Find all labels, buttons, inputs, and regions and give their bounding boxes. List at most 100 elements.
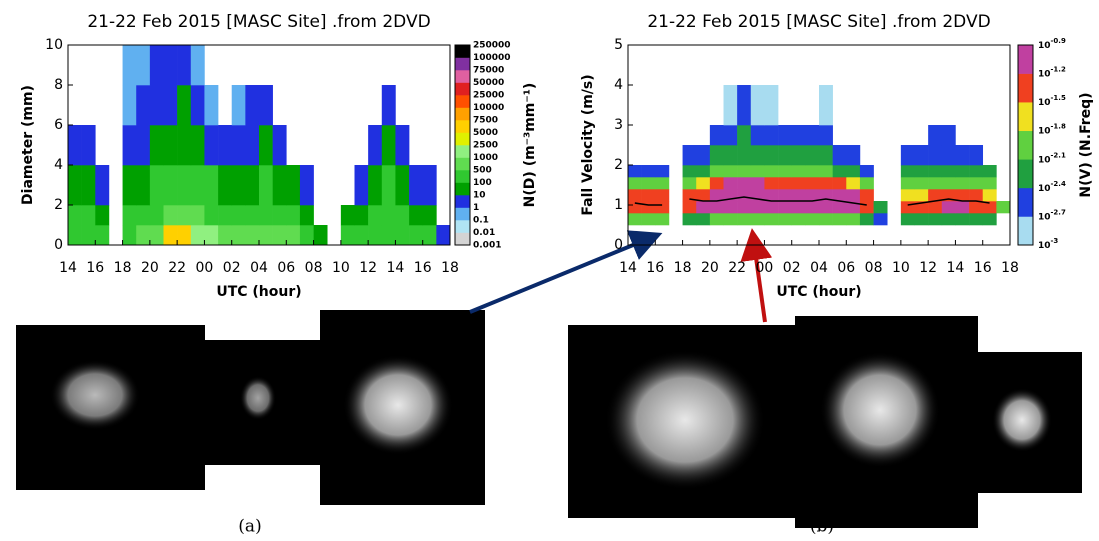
heat-cell — [218, 165, 233, 206]
heat-cell — [368, 125, 383, 166]
heat-cell — [682, 213, 697, 226]
heat-cell — [204, 125, 219, 166]
y-axis-label: Diameter (mm) — [20, 85, 36, 205]
chart-title: 21-22 Feb 2015 [MASC Site] .from 2DVD — [87, 12, 430, 32]
heat-cell — [819, 201, 833, 214]
heat-cell — [682, 177, 697, 190]
colorbar-segment — [455, 195, 470, 208]
heat-cell — [819, 85, 833, 126]
heat-cell — [163, 165, 178, 206]
chart-title: 21-22 Feb 2015 [MASC Site] .from 2DVD — [647, 12, 990, 32]
heat-cell — [340, 205, 355, 226]
colorbar-frame — [1017, 44, 1034, 246]
heat-cell — [381, 225, 396, 246]
heat-cell — [641, 165, 656, 178]
heat-cell — [286, 205, 301, 226]
y-tick-label: 8 — [54, 77, 63, 93]
x-tick-label: 14 — [619, 260, 637, 276]
x-tick-label: 06 — [837, 260, 855, 276]
x-tick-label: 04 — [250, 260, 268, 276]
heat-cell — [982, 189, 997, 202]
heat-cell — [778, 145, 793, 166]
heat-cell — [136, 85, 151, 126]
heat-cell — [81, 225, 96, 246]
heat-cell — [805, 177, 820, 190]
colorbar-label: 10-2.7 — [1038, 208, 1066, 222]
colorbar-segment — [455, 82, 470, 96]
particle-images — [16, 310, 1082, 528]
heat-cell — [764, 201, 779, 214]
heat-cell — [395, 125, 410, 166]
caption: (a) — [238, 517, 261, 537]
heat-cell — [641, 201, 656, 214]
heat-cell — [941, 177, 956, 190]
heat-cell — [737, 165, 752, 178]
heat-cell — [696, 165, 711, 178]
heat-cell — [709, 201, 724, 214]
x-axis-label: UTC (hour) — [216, 284, 301, 300]
heat-cell — [177, 165, 192, 206]
colorbar-label: 25000 — [473, 91, 504, 101]
heat-cell — [750, 85, 765, 126]
heat-cell — [955, 177, 970, 190]
colorbar-label: 10-1.2 — [1038, 66, 1066, 80]
heat-cell — [299, 165, 314, 206]
heat-cell — [819, 213, 833, 226]
heat-cell — [846, 189, 861, 202]
heat-cell — [900, 145, 915, 166]
heat-cell — [764, 85, 779, 126]
heat-cell — [381, 205, 396, 226]
x-tick-label: 00 — [196, 260, 214, 276]
heat-cell — [791, 201, 806, 214]
heat-cell — [272, 205, 287, 226]
heat-cell — [163, 205, 178, 226]
heat-cell — [136, 225, 151, 246]
heat-cell — [941, 201, 956, 214]
heat-cell — [259, 205, 273, 226]
colorbar-base: 10 — [1038, 241, 1051, 251]
heat-cell — [655, 213, 670, 226]
heat-cell — [231, 85, 246, 126]
heat-cell — [136, 125, 151, 166]
colorbar-base: 10 — [1038, 98, 1051, 108]
heat-cell — [149, 205, 164, 226]
colorbar-segment — [1018, 45, 1033, 74]
heat-cell — [163, 85, 178, 126]
heat-cell — [177, 205, 192, 226]
heat-cell — [928, 201, 943, 214]
heat-cell — [996, 201, 1011, 214]
colorbar-segment — [455, 145, 470, 158]
colorbar-label: 5000 — [473, 128, 498, 138]
colorbar-exponent: -2.4 — [1051, 180, 1066, 188]
y-tick-label: 2 — [614, 157, 623, 173]
colorbar-label: 10-2.4 — [1038, 180, 1066, 194]
heat-cell — [696, 145, 711, 166]
heat-cell — [723, 145, 738, 166]
y-tick-label: 1 — [614, 197, 623, 213]
heat-cell — [709, 145, 724, 166]
colorbar-segment — [455, 232, 470, 246]
heat-cell — [641, 177, 656, 190]
x-tick-label: 20 — [701, 260, 719, 276]
heat-cell — [395, 165, 410, 206]
heat-cell — [859, 177, 874, 190]
heat-cell — [177, 225, 192, 246]
heat-cell — [791, 189, 806, 202]
heat-cell — [764, 125, 779, 146]
heat-cell — [190, 165, 205, 206]
colorbar-exponent: -2.7 — [1051, 208, 1066, 216]
heat-cell — [641, 189, 656, 202]
heat-cell — [628, 213, 642, 226]
heat-cell — [914, 145, 929, 166]
heat-cell — [914, 165, 929, 178]
heat-cell — [819, 125, 833, 146]
heat-cell — [846, 145, 861, 166]
heat-cell — [709, 165, 724, 178]
heat-cell — [149, 45, 164, 86]
colorbar-base: 10 — [1038, 183, 1051, 193]
y-tick-label: 10 — [45, 37, 63, 53]
colorbar-segment — [455, 182, 470, 196]
heat-cell — [791, 145, 806, 166]
heat-cell — [955, 189, 970, 202]
colorbar-exponent: -0.9 — [1051, 37, 1066, 45]
